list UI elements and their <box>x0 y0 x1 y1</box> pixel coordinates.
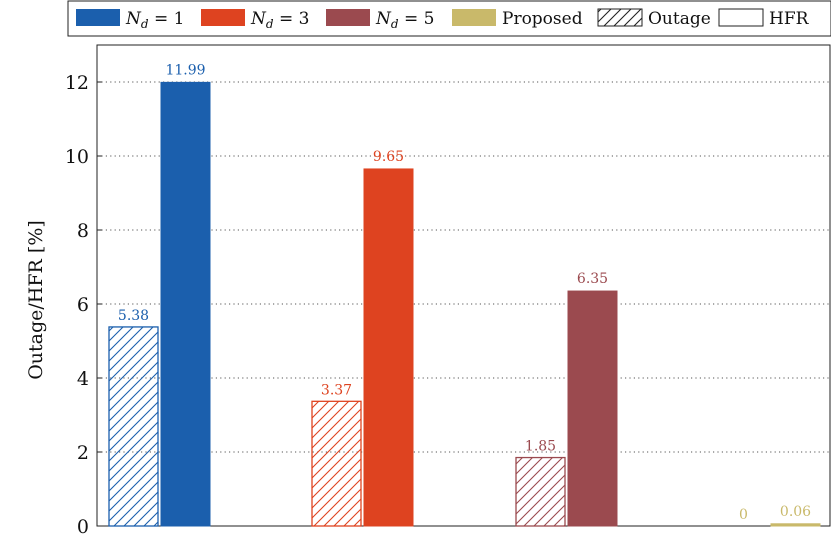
y-axis-label: Outage/HFR [%] <box>25 220 47 380</box>
legend-swatch <box>326 9 370 26</box>
plot-area: 0 2 4 6 8 10 12 5.38 11.99 3.37 9.65 1.85 6.35 0 0.06 <box>65 44 831 538</box>
bar-outage <box>311 400 362 527</box>
legend-box <box>67 0 831 37</box>
y-tick-label: 12 <box>65 72 89 94</box>
bar-outage <box>108 326 159 527</box>
legend-label: Nd = 5 <box>375 9 434 31</box>
bar-hfr <box>770 523 821 527</box>
legend-swatch <box>718 8 764 27</box>
legend-label: Nd = 3 <box>250 9 309 31</box>
legend-swatch <box>452 9 496 26</box>
y-tick-label: 2 <box>77 442 89 464</box>
data-label-hfr: 0.06 <box>780 504 811 520</box>
data-label-outage: 0 <box>739 507 748 523</box>
data-label-hfr: 9.65 <box>373 149 404 165</box>
y-tick-label: 8 <box>77 220 89 242</box>
data-label-hfr: 6.35 <box>577 271 608 287</box>
legend-swatch <box>76 9 120 26</box>
data-label-outage: 3.37 <box>321 382 352 398</box>
y-tick-label: 10 <box>65 146 89 168</box>
legend-label: HFR <box>769 9 810 29</box>
data-label-outage: 1.85 <box>525 439 556 455</box>
data-label-hfr: 11.99 <box>165 62 205 78</box>
bar-outage <box>515 456 566 527</box>
bar-hfr <box>160 81 211 527</box>
legend-label: Outage <box>648 9 711 29</box>
data-label-outage: 5.38 <box>118 308 149 324</box>
y-tick-label: 6 <box>77 294 89 316</box>
legend-label: Proposed <box>502 9 583 29</box>
bar-hfr <box>567 290 618 527</box>
bar-hfr <box>363 168 414 527</box>
legend-swatch <box>597 8 643 27</box>
legend-label: Nd = 1 <box>125 9 184 31</box>
plot-frame <box>96 44 831 527</box>
y-tick-label: 0 <box>77 516 89 538</box>
legend-swatch <box>201 9 245 26</box>
y-tick-label: 4 <box>77 368 89 390</box>
legend: Nd = 1 Nd = 3 Nd = 5 Proposed Outage HFR <box>67 0 831 37</box>
